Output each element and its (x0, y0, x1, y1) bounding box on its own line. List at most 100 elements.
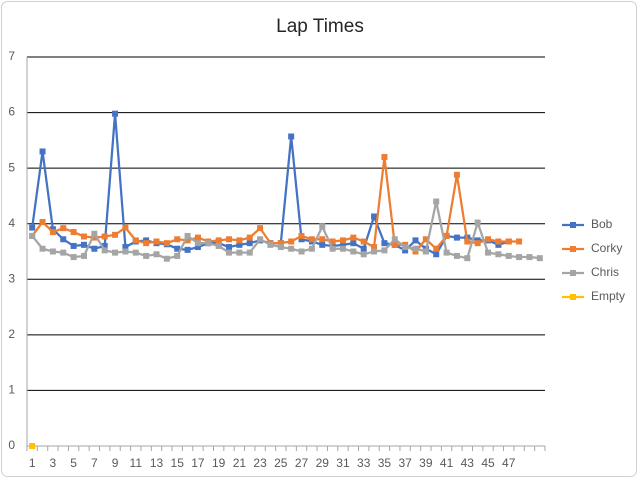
marker (464, 238, 471, 245)
marker (443, 232, 450, 239)
marker (101, 242, 108, 249)
marker (122, 244, 129, 251)
marker (288, 245, 295, 252)
marker (70, 229, 77, 236)
x-tick-label: 21 (233, 456, 247, 470)
marker (422, 248, 429, 255)
marker (257, 236, 264, 243)
marker (360, 251, 367, 258)
legend-marker (570, 246, 576, 252)
marker (381, 154, 388, 161)
chart-title: Lap Times (276, 16, 364, 37)
marker (122, 248, 129, 255)
marker (464, 255, 471, 262)
marker (29, 232, 36, 239)
marker (153, 238, 160, 245)
marker (91, 234, 98, 241)
marker (246, 240, 253, 247)
marker (308, 236, 315, 243)
marker (298, 236, 305, 243)
marker (474, 240, 481, 247)
marker (101, 247, 108, 254)
marker (526, 254, 533, 261)
marker (226, 244, 233, 251)
marker (236, 241, 243, 248)
marker (132, 249, 139, 256)
marker (143, 240, 150, 247)
marker (101, 233, 108, 240)
x-tick-label: 37 (398, 456, 412, 470)
marker (350, 234, 357, 241)
marker (29, 443, 36, 449)
marker (350, 248, 357, 255)
marker (132, 237, 139, 244)
x-tick-label: 17 (191, 456, 205, 470)
marker (453, 171, 460, 178)
marker (288, 238, 295, 245)
marker (453, 252, 460, 259)
marker (60, 236, 67, 243)
marker (485, 249, 492, 256)
x-tick-label: 39 (419, 456, 433, 470)
marker (453, 234, 460, 241)
x-tick-label: 31 (336, 456, 350, 470)
y-tick-label: 6 (8, 105, 15, 119)
marker (122, 224, 129, 231)
marker (60, 249, 67, 256)
marker (360, 245, 367, 252)
marker (236, 237, 243, 244)
marker (474, 219, 481, 226)
marker (215, 242, 222, 249)
marker (495, 241, 502, 248)
x-tick-label: 13 (150, 456, 164, 470)
marker (412, 245, 419, 252)
marker (329, 245, 336, 252)
marker (194, 240, 201, 247)
marker (49, 229, 56, 236)
marker (360, 238, 367, 245)
marker (505, 238, 512, 245)
marker (80, 233, 87, 240)
y-tick-label: 2 (8, 327, 15, 341)
marker (184, 232, 191, 239)
marker (80, 241, 87, 248)
x-tick-label: 33 (357, 456, 371, 470)
marker (339, 237, 346, 244)
marker (308, 245, 315, 252)
legend-marker (570, 270, 576, 276)
x-tick-label: 43 (461, 456, 475, 470)
marker (350, 240, 357, 247)
marker (319, 236, 326, 243)
y-tick-label: 7 (8, 49, 15, 63)
x-tick-label: 11 (130, 456, 143, 470)
marker (516, 238, 523, 245)
marker (184, 237, 191, 244)
marker (329, 238, 336, 245)
marker (174, 245, 181, 252)
marker (215, 237, 222, 244)
marker (163, 255, 170, 262)
y-tick-label: 3 (8, 271, 15, 285)
marker (49, 248, 56, 255)
marker (60, 225, 67, 232)
legend-label: Empty (591, 289, 625, 303)
marker (443, 249, 450, 256)
y-tick-label: 5 (8, 160, 15, 174)
marker (381, 240, 388, 247)
legend-label: Corky (591, 241, 622, 255)
marker (246, 249, 253, 256)
y-tick-label: 4 (8, 216, 15, 230)
marker (205, 240, 212, 247)
marker (495, 238, 502, 245)
marker (391, 241, 398, 248)
marker (39, 245, 46, 252)
marker (29, 224, 36, 231)
marker (236, 249, 243, 256)
x-tick-label: 5 (70, 456, 77, 470)
marker (91, 245, 98, 252)
marker (433, 198, 440, 205)
marker (174, 236, 181, 243)
marker (112, 231, 119, 238)
marker (39, 219, 46, 226)
